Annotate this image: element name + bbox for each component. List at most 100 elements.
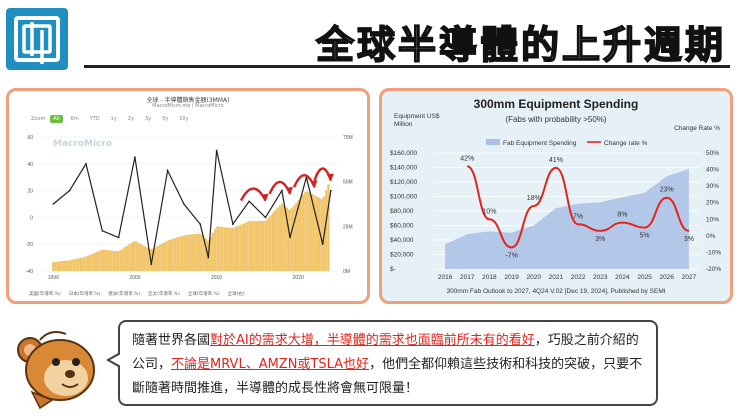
bar xyxy=(156,246,159,271)
bar xyxy=(220,226,224,271)
line-point xyxy=(330,189,332,192)
bar xyxy=(56,261,59,271)
x-tick-label: 2024 xyxy=(615,274,630,281)
bar xyxy=(188,234,191,271)
chart-watermark: MacroMicro xyxy=(53,139,112,149)
left-chart-legend: 美國(年增率,%) 日本(年增率,%) 歐洲(年增率,%) 亞太(年增率,%) … xyxy=(29,291,245,297)
zoom-label: Zoom xyxy=(31,116,46,122)
bar xyxy=(320,198,323,271)
y2-tick-label: 50M xyxy=(343,180,353,186)
bar xyxy=(308,192,312,271)
brand-logo xyxy=(6,8,68,70)
zoom-2y-button[interactable]: 2y xyxy=(127,116,134,122)
cycle-arrow-head xyxy=(326,173,334,182)
bar xyxy=(218,226,221,271)
zoom-1y-button[interactable]: 1y xyxy=(110,116,117,122)
legend-item[interactable]: 全球(右) xyxy=(227,292,245,297)
data-label: 18% xyxy=(527,195,541,202)
bar xyxy=(234,226,238,271)
bar xyxy=(61,261,64,271)
bar xyxy=(223,227,226,271)
bar xyxy=(318,197,321,271)
cycle-arrow-head xyxy=(286,186,294,195)
legend-label-line: Change rate % xyxy=(604,140,648,147)
bar xyxy=(292,205,295,271)
speech-bubble: 隨著世界各國對於AI的需求大增，半導體的需求也面臨前所未有的看好，巧股之前介紹的… xyxy=(106,320,658,406)
bar xyxy=(274,210,277,271)
legend-item[interactable]: 歐洲(年增率,%) xyxy=(108,292,141,297)
bar xyxy=(91,253,94,271)
bar xyxy=(225,227,228,271)
right-chart-svg: Fab Equipment Spending Change rate % $160,… xyxy=(390,139,721,281)
bar xyxy=(121,248,124,271)
zoom-ytd-button[interactable]: YTD xyxy=(89,116,100,122)
bar xyxy=(269,215,272,271)
bar xyxy=(105,250,108,271)
zoom-6m-button[interactable]: 6m xyxy=(70,116,79,122)
zoom-3y-button[interactable]: 3y xyxy=(144,116,152,122)
x-tick-label: 2023 xyxy=(593,274,608,281)
bar xyxy=(86,255,90,271)
x-tick-label: 2018 xyxy=(482,274,497,281)
y2-tick-label: 20% xyxy=(706,200,719,207)
bar xyxy=(246,221,249,271)
bar xyxy=(260,220,263,271)
bar xyxy=(63,260,66,271)
legend-item[interactable]: 亞太(年增率,%) xyxy=(148,292,180,297)
page-title: 全球半導體的上升週期 xyxy=(315,22,726,68)
bar xyxy=(126,245,129,271)
data-label: 23% xyxy=(660,187,674,194)
y-tick-label: 20 xyxy=(27,189,33,195)
bar xyxy=(287,209,291,271)
bar xyxy=(167,240,170,271)
bar xyxy=(290,208,293,271)
y-tick-label: $60,000 xyxy=(390,223,414,230)
speech-highlight: 對於AI的需求大增，半導體的需求也面臨前所未有的看好 xyxy=(210,333,535,348)
header: 全球半導體的上升週期 xyxy=(84,10,730,68)
bar xyxy=(170,239,173,271)
zoom-5y-button[interactable]: 5y xyxy=(162,116,169,122)
bar xyxy=(130,242,133,271)
data-label: 42% xyxy=(460,155,474,162)
mascot-illustration xyxy=(10,320,106,414)
bar xyxy=(299,197,302,271)
zoom-all-button[interactable]: All xyxy=(50,115,63,123)
bar xyxy=(237,225,240,271)
data-label: 3% xyxy=(684,236,694,243)
line-point xyxy=(248,200,251,203)
y2-tick-label: -10% xyxy=(706,249,721,256)
legend-item[interactable]: 日本(年增率,%) xyxy=(68,292,101,297)
legend-label-area: Fab Equipment Spending xyxy=(503,140,577,147)
bar xyxy=(186,234,189,271)
speech-text: 隨著世界各國對於AI的需求大增，半導體的需求也面臨前所未有的看好，巧股之前介紹的… xyxy=(132,329,644,401)
bar xyxy=(68,260,71,271)
bar xyxy=(204,238,207,271)
line-point xyxy=(52,203,55,205)
zoom-controls: Zoom All 6m YTD 1y 2y 3y 5y 10y xyxy=(31,115,192,123)
bar xyxy=(195,233,198,271)
bar xyxy=(112,250,115,271)
bar xyxy=(114,251,117,271)
bar xyxy=(176,237,180,271)
bar xyxy=(311,193,314,271)
y-tick-label: $20,000 xyxy=(390,252,414,259)
bar xyxy=(294,202,298,271)
line-point xyxy=(281,189,283,192)
right-chart-ylabel: Equipment US$ Million xyxy=(394,113,440,128)
bar xyxy=(82,257,85,271)
legend-item[interactable]: 全球(年增率,%) xyxy=(187,292,220,297)
legend-item[interactable]: 美國(年增率,%) xyxy=(29,292,61,297)
bar xyxy=(283,205,286,271)
bar xyxy=(96,251,99,271)
y2-tick-label: 10% xyxy=(706,216,719,223)
bar xyxy=(227,227,231,271)
bar xyxy=(248,220,251,271)
bar xyxy=(135,241,138,271)
bar xyxy=(276,207,279,271)
x-tick-label: 2010 xyxy=(211,275,222,281)
line-point xyxy=(289,236,291,239)
bar xyxy=(324,190,328,271)
zoom-10y-button[interactable]: 10y xyxy=(179,116,189,122)
left-chart-title: 全球 - 半導體銷售金額(3MMA) xyxy=(146,97,230,104)
y2-tick-label: 25M xyxy=(343,224,353,230)
